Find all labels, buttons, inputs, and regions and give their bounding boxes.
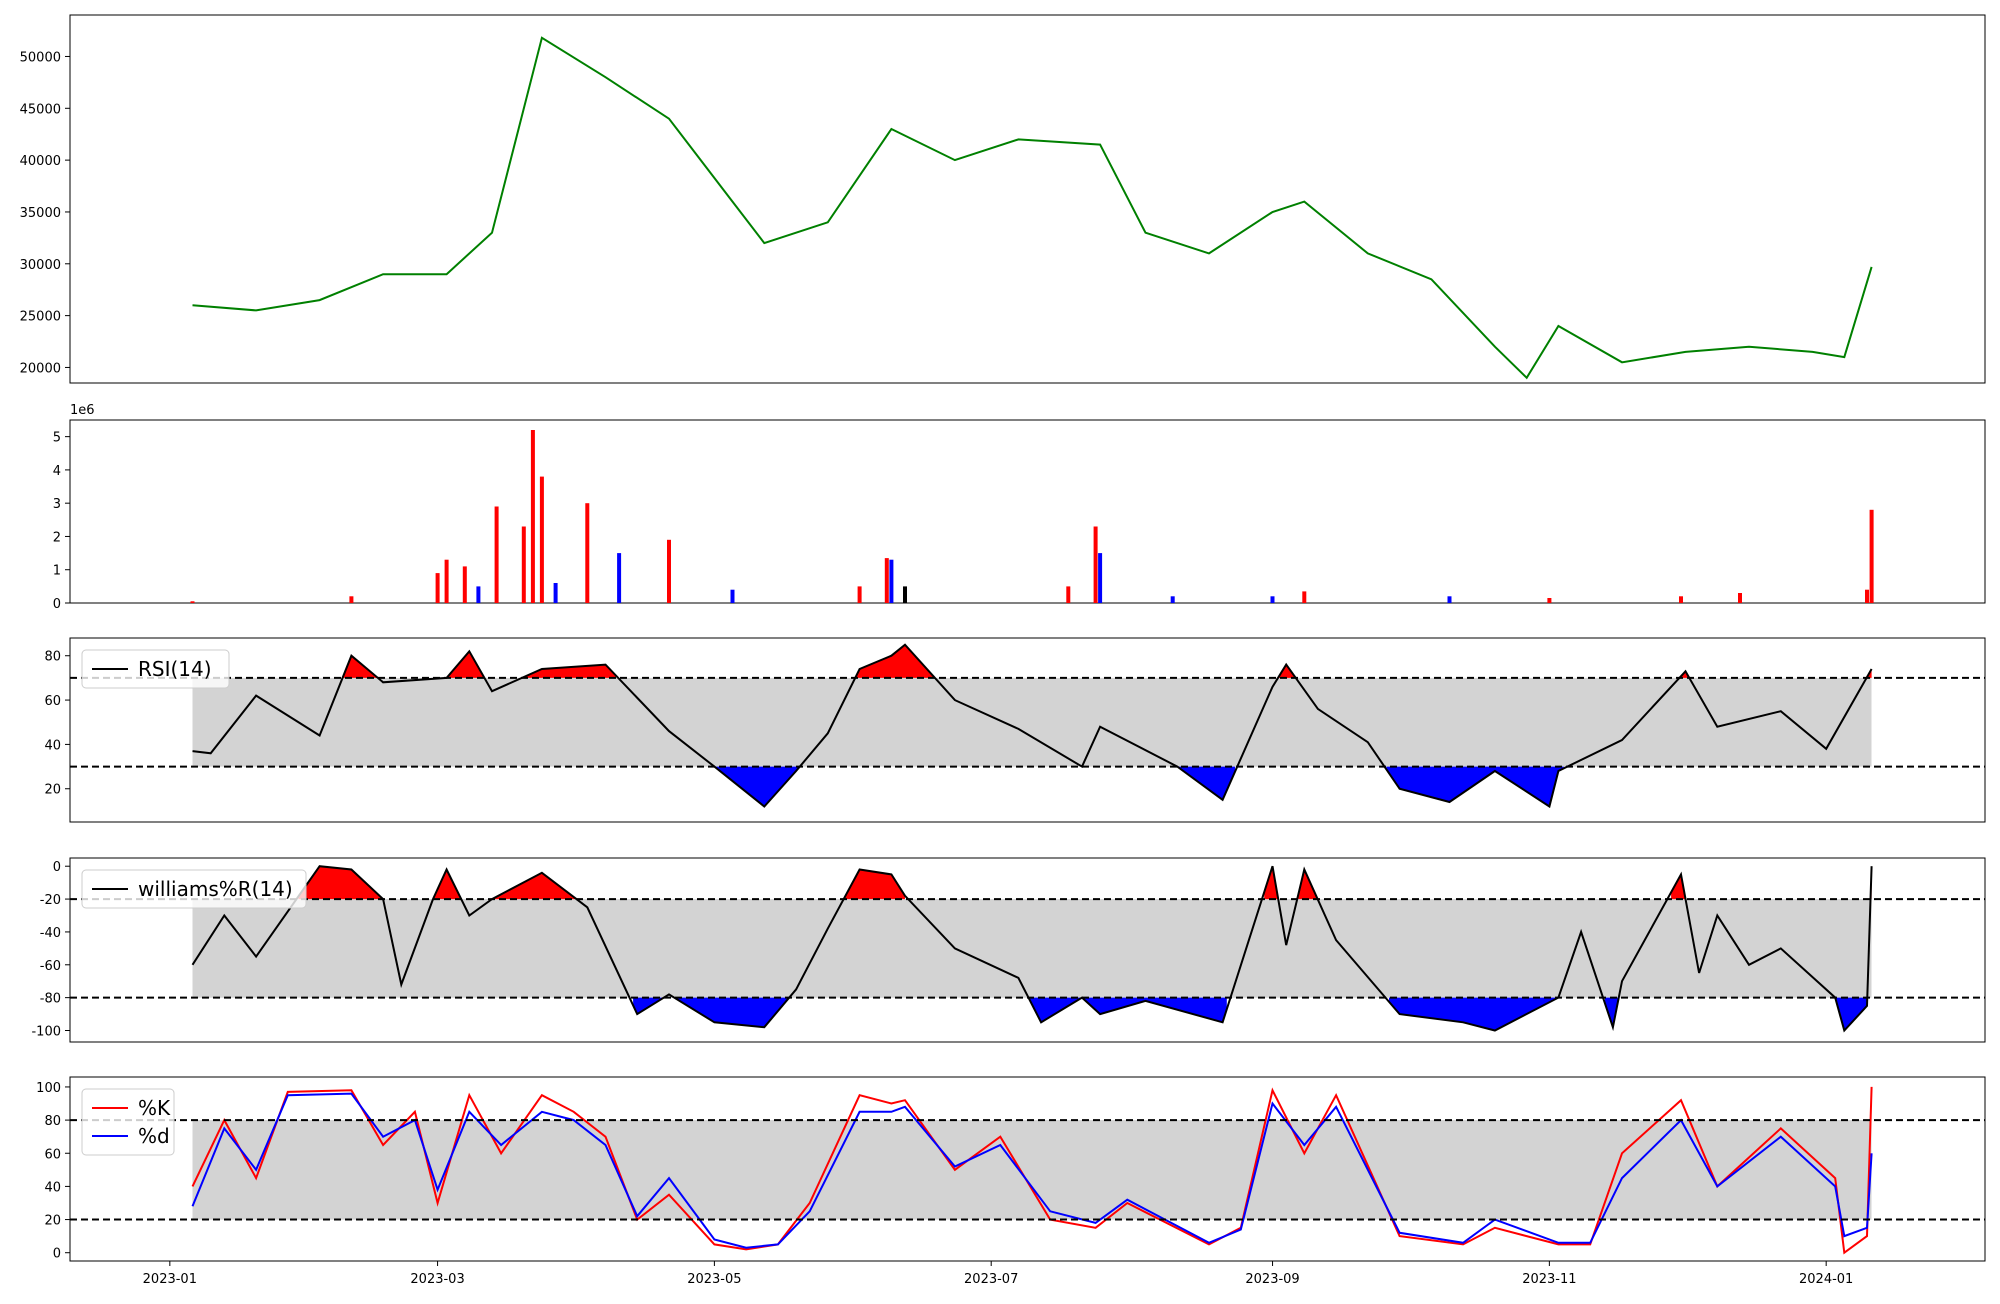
- rsi-ytick-label: 80: [44, 650, 61, 665]
- x-tick-label: 2023-07: [964, 1272, 1018, 1287]
- x-tick-label: 2023-03: [410, 1272, 464, 1287]
- rsi-ytick-label: 20: [44, 783, 61, 798]
- volume-ytick-label: 5: [53, 431, 61, 446]
- volume-bar: [436, 573, 440, 603]
- price-line: [193, 38, 1872, 378]
- volume-ytick-label: 0: [53, 597, 61, 612]
- stoch-ytick-label: 100: [36, 1081, 61, 1096]
- stoch-ytick-label: 0: [53, 1247, 61, 1262]
- stoch-ytick-label: 40: [44, 1180, 61, 1195]
- price-axes-frame: [70, 15, 1985, 383]
- williams-ytick-label: -100: [31, 1025, 61, 1040]
- price-ytick-label: 35000: [20, 206, 61, 221]
- volume-ytick-label: 3: [53, 497, 61, 512]
- price-ytick-label: 40000: [20, 154, 61, 169]
- volume-bar: [1271, 596, 1275, 603]
- volume-ytick-label: 1: [53, 564, 61, 579]
- volume-axes-frame: [70, 420, 1985, 603]
- williams-ytick-label: -60: [40, 959, 61, 974]
- williams-oversold-fill: [1030, 998, 1227, 1023]
- williams-oversold-fill: [677, 998, 789, 1028]
- x-tick-label: 2023-01: [143, 1272, 197, 1287]
- volume-bar: [903, 586, 907, 603]
- stoch-ytick-label: 80: [44, 1114, 61, 1129]
- williams-band: [193, 899, 1872, 998]
- volume-bar: [1448, 596, 1452, 603]
- rsi-ytick-label: 60: [44, 694, 61, 709]
- volume-bar: [889, 560, 893, 603]
- williams-ytick-label: 0: [53, 860, 61, 875]
- volume-bar: [349, 596, 353, 603]
- volume-bar: [1870, 510, 1874, 603]
- volume-bar: [1302, 591, 1306, 603]
- volume-bar: [463, 566, 467, 603]
- volume-bar: [617, 553, 621, 603]
- volume-bar: [1098, 553, 1102, 603]
- volume-bar: [1865, 590, 1869, 603]
- rsi-oversold-fill: [1177, 767, 1235, 800]
- volume-bar: [1547, 598, 1551, 603]
- volume-bar: [858, 586, 862, 603]
- volume-scale-label: 1e6: [70, 403, 95, 418]
- stoch-legend-label: %d: [138, 1124, 170, 1148]
- williams-overbought-fill: [433, 870, 460, 900]
- rsi-legend-label: RSI(14): [138, 657, 212, 681]
- williams-legend-label: williams%R(14): [138, 877, 293, 901]
- volume-bar: [1066, 586, 1070, 603]
- williams-ytick-label: -80: [40, 992, 61, 1007]
- stoch-ytick-label: 60: [44, 1147, 61, 1162]
- volume-bar: [1679, 596, 1683, 603]
- x-tick-label: 2023-09: [1245, 1272, 1299, 1287]
- rsi-oversold-fill: [1386, 767, 1563, 807]
- williams-overbought-fill: [298, 866, 383, 899]
- price-ytick-label: 25000: [20, 310, 61, 325]
- volume-bar: [522, 527, 526, 604]
- rsi-overbought-fill: [857, 645, 934, 678]
- volume-bar: [191, 601, 195, 603]
- volume-bar: [495, 507, 499, 604]
- volume-bar: [731, 590, 735, 603]
- price-ytick-label: 30000: [20, 258, 61, 273]
- stoch-legend-label: %K: [138, 1096, 171, 1120]
- volume-ytick-label: 4: [53, 464, 61, 479]
- volume-bar: [1738, 593, 1742, 603]
- stoch-band: [193, 1120, 1872, 1220]
- price-ytick-label: 50000: [20, 50, 61, 65]
- volume-bar: [445, 560, 449, 603]
- x-tick-label: 2023-05: [687, 1272, 741, 1287]
- rsi-band: [193, 678, 1872, 767]
- stoch-ytick-label: 20: [44, 1214, 61, 1229]
- volume-ytick-label: 2: [53, 530, 61, 545]
- volume-bar: [531, 430, 535, 603]
- williams-ytick-label: -40: [40, 926, 61, 941]
- volume-bar: [554, 583, 558, 603]
- price-ytick-label: 20000: [20, 361, 61, 376]
- volume-bar: [476, 586, 480, 603]
- volume-bar: [885, 558, 889, 603]
- volume-bar: [1171, 596, 1175, 603]
- volume-bar: [585, 503, 589, 603]
- x-tick-label: 2024-01: [1799, 1272, 1853, 1287]
- price-ytick-label: 45000: [20, 102, 61, 117]
- x-tick-label: 2023-11: [1522, 1272, 1576, 1287]
- volume-bar: [540, 477, 544, 603]
- volume-bar: [667, 540, 671, 603]
- williams-overbought-fill: [844, 870, 905, 900]
- williams-ytick-label: -20: [40, 893, 61, 908]
- rsi-ytick-label: 40: [44, 738, 61, 753]
- volume-bar: [1094, 527, 1098, 604]
